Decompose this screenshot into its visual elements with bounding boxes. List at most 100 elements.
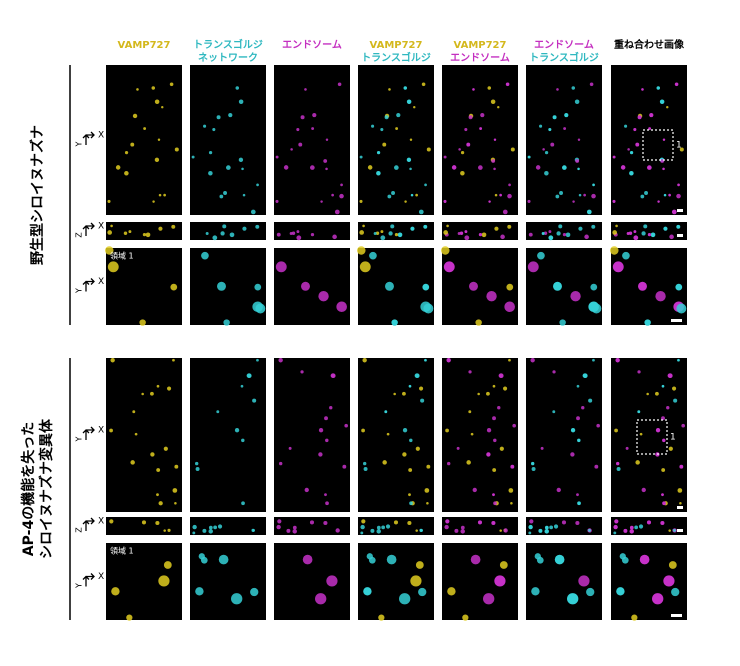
signal-spot — [505, 82, 510, 87]
axis-icon — [82, 426, 95, 440]
signal-spot — [242, 193, 246, 197]
column-header: エンドソーム — [282, 39, 342, 51]
signal-spot — [656, 86, 661, 90]
signal-spot — [376, 151, 381, 155]
signal-spot — [357, 246, 366, 255]
signal-spot — [302, 554, 313, 565]
signal-spot — [380, 128, 384, 132]
signal-spot — [301, 281, 310, 291]
signal-spot — [531, 587, 540, 596]
signal-spot — [540, 446, 544, 450]
signal-spot — [158, 501, 163, 506]
signal-spot — [421, 82, 426, 87]
signal-spot — [454, 528, 459, 533]
signal-spot — [466, 142, 471, 147]
signal-spot — [614, 428, 618, 433]
signal-spot — [570, 291, 581, 302]
signal-spot — [376, 525, 381, 530]
signal-spot — [502, 209, 508, 215]
signal-spot — [423, 224, 428, 229]
signal-spot — [548, 230, 552, 234]
signal-spot — [624, 124, 628, 128]
signal-spot — [443, 230, 448, 235]
signal-spot — [154, 157, 160, 163]
signal-spot — [276, 232, 281, 237]
signal-spot — [535, 165, 541, 170]
signal-spot — [571, 86, 576, 90]
signal-spot — [650, 232, 656, 238]
signal-spot — [331, 193, 334, 197]
signal-spot — [446, 224, 449, 228]
signal-spot — [666, 406, 670, 410]
axis-label-h: X — [98, 426, 104, 436]
signal-spot — [363, 467, 368, 471]
signal-spot — [292, 525, 297, 530]
signal-spot — [115, 165, 121, 170]
signal-spot — [155, 520, 160, 526]
signal-spot — [142, 232, 147, 237]
signal-spot — [443, 155, 447, 159]
image-panel — [274, 65, 350, 215]
signal-spot — [223, 319, 230, 326]
signal-spot — [426, 147, 431, 152]
signal-spot — [111, 587, 120, 596]
signal-spot — [222, 224, 227, 229]
signal-spot — [675, 283, 683, 291]
signal-spot — [663, 575, 675, 587]
signal-spot — [507, 224, 512, 229]
signal-spot — [638, 524, 644, 529]
signal-spot — [612, 230, 617, 235]
signal-spot — [529, 519, 534, 524]
image-panel — [526, 222, 602, 240]
signal-spot — [323, 159, 328, 163]
signal-spot — [359, 230, 364, 235]
group-label: AP-4の機能を失った — [20, 422, 37, 556]
signal-spot — [198, 553, 205, 560]
signal-spot — [152, 200, 155, 203]
signal-spot — [562, 232, 567, 237]
signal-spot — [107, 199, 111, 203]
signal-spot — [156, 468, 161, 472]
signal-spot — [504, 301, 515, 313]
signal-spot — [577, 501, 581, 506]
image-panel — [358, 65, 434, 215]
signal-spot — [537, 251, 545, 260]
signal-spot — [640, 194, 645, 199]
signal-spot — [647, 232, 652, 237]
signal-spot — [403, 86, 408, 90]
signal-spot — [408, 384, 412, 388]
signal-spot — [457, 231, 461, 235]
signal-spot — [556, 88, 559, 91]
signal-spot — [578, 226, 583, 231]
signal-spot — [662, 438, 666, 443]
signal-spot — [424, 358, 427, 362]
signal-spot — [380, 230, 384, 234]
signal-spot — [410, 575, 422, 587]
signal-spot — [565, 232, 571, 238]
signal-spot — [158, 193, 162, 197]
signal-spot — [564, 112, 569, 118]
signal-spot — [655, 428, 661, 433]
signal-spot — [415, 561, 424, 569]
signal-spot — [548, 235, 554, 241]
signal-spot — [107, 261, 119, 273]
signal-spot — [238, 157, 244, 163]
axis-icon — [82, 517, 95, 531]
signal-spot — [677, 358, 680, 362]
signal-spot — [661, 384, 665, 388]
signal-spot — [195, 587, 204, 596]
signal-spot — [318, 452, 323, 457]
signal-spot — [486, 428, 492, 433]
signal-spot — [572, 200, 575, 203]
signal-spot — [676, 303, 687, 314]
signal-spot — [441, 246, 450, 255]
image-panel — [358, 248, 434, 325]
signal-spot — [641, 88, 644, 91]
signal-spot — [661, 468, 666, 472]
signal-spot — [528, 232, 533, 237]
signal-spot — [201, 251, 209, 260]
signal-spot — [300, 115, 305, 120]
signal-spot — [539, 124, 543, 128]
signal-spot — [596, 423, 600, 428]
signal-spot — [552, 370, 556, 374]
